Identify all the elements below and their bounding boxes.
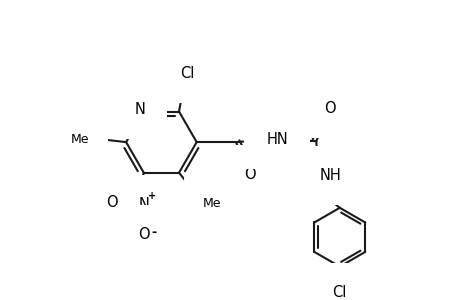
Text: N: N [134, 102, 145, 117]
Text: O: O [324, 101, 335, 116]
Text: HN: HN [266, 132, 287, 147]
Text: NH: NH [319, 168, 341, 183]
Text: N: N [138, 196, 149, 211]
Text: O: O [138, 227, 149, 242]
Text: -: - [151, 226, 156, 239]
Text: Cl: Cl [332, 285, 346, 300]
Text: O: O [243, 167, 255, 182]
Text: Cl: Cl [179, 66, 194, 81]
Text: Me: Me [70, 133, 89, 146]
Text: O: O [106, 195, 118, 210]
Text: +: + [147, 191, 155, 201]
Text: Me: Me [202, 196, 221, 210]
